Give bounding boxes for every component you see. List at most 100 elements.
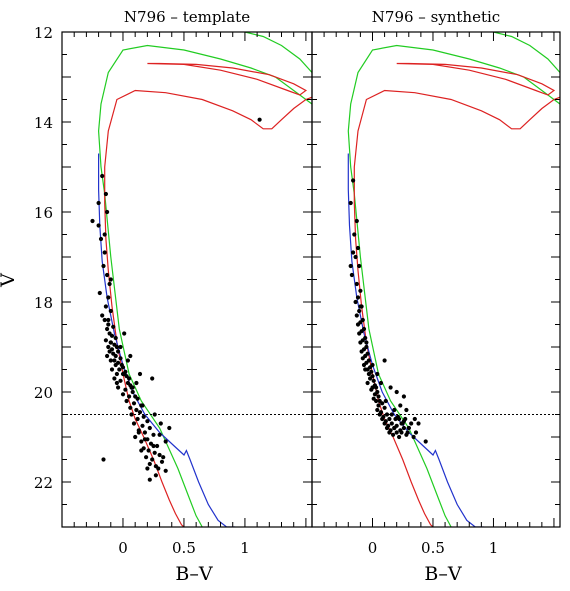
data-point xyxy=(103,191,108,197)
data-point xyxy=(102,317,107,323)
data-point xyxy=(404,407,409,413)
isochrone-line xyxy=(147,62,308,96)
y-tick-label: 16 xyxy=(34,204,53,222)
data-point xyxy=(130,389,135,395)
data-point xyxy=(109,367,115,372)
data-point xyxy=(103,304,108,309)
data-point xyxy=(423,439,428,444)
isochrone-line xyxy=(347,153,484,527)
data-point xyxy=(358,340,363,345)
data-point xyxy=(394,389,399,395)
data-point xyxy=(96,223,101,228)
data-point xyxy=(159,459,165,464)
data-point xyxy=(365,380,370,386)
data-point xyxy=(128,353,133,359)
data-point xyxy=(147,461,152,467)
data-point xyxy=(139,448,144,453)
data-point xyxy=(374,398,379,404)
data-point xyxy=(409,421,414,426)
data-point xyxy=(96,200,101,206)
data-point xyxy=(136,430,141,435)
data-point xyxy=(369,387,374,392)
data-point xyxy=(397,434,402,440)
data-point xyxy=(355,322,361,327)
data-point xyxy=(348,200,353,206)
data-point xyxy=(406,425,411,431)
data-point xyxy=(167,425,172,431)
data-point xyxy=(118,378,123,383)
data-point xyxy=(353,299,358,305)
data-point xyxy=(377,412,382,417)
data-point xyxy=(387,416,392,422)
isochrone-line xyxy=(353,202,434,527)
data-point xyxy=(351,178,356,183)
star-points xyxy=(348,178,428,444)
data-point xyxy=(348,263,353,269)
isochrone-line xyxy=(353,89,560,203)
data-point xyxy=(133,434,138,440)
data-point xyxy=(146,448,151,453)
data-point xyxy=(412,416,417,422)
data-point xyxy=(131,401,137,406)
data-point xyxy=(416,421,421,426)
data-point xyxy=(349,272,354,278)
data-point xyxy=(388,385,393,390)
data-point xyxy=(371,378,376,383)
data-point xyxy=(137,371,143,377)
x-tick-label: 0 xyxy=(118,539,128,557)
data-point xyxy=(384,412,390,417)
data-point xyxy=(106,317,111,323)
data-point xyxy=(354,218,359,224)
data-point xyxy=(114,380,119,386)
data-point xyxy=(112,376,117,381)
data-point xyxy=(353,254,358,260)
data-point xyxy=(141,414,146,419)
y-tick-label: 18 xyxy=(34,294,53,312)
data-point xyxy=(102,250,107,255)
data-point xyxy=(114,371,119,377)
data-point xyxy=(117,367,122,372)
data-point xyxy=(139,439,144,444)
star-points xyxy=(90,117,262,482)
data-point xyxy=(359,349,364,354)
data-point xyxy=(398,403,403,408)
data-point xyxy=(125,358,130,363)
data-point xyxy=(163,468,168,473)
data-point xyxy=(157,452,162,458)
data-point xyxy=(394,430,399,435)
data-point xyxy=(375,371,380,377)
data-point xyxy=(352,232,357,237)
data-point xyxy=(140,423,145,428)
isochrone-line xyxy=(104,89,312,203)
data-point xyxy=(108,308,113,314)
isochrone-line xyxy=(97,44,312,150)
data-point xyxy=(357,263,362,269)
isochrones xyxy=(347,32,560,527)
x-axis-label: B–V xyxy=(175,563,212,585)
x-tick-label: 1 xyxy=(489,539,499,557)
data-point xyxy=(107,349,112,354)
data-point xyxy=(391,432,396,437)
data-point xyxy=(363,367,368,372)
data-point xyxy=(394,423,399,428)
data-point xyxy=(142,430,147,435)
data-point xyxy=(351,250,356,255)
isochrone-line xyxy=(347,44,560,150)
data-point xyxy=(411,434,416,440)
data-point xyxy=(107,281,112,287)
data-point xyxy=(145,419,150,424)
data-point xyxy=(384,425,390,431)
data-point xyxy=(355,245,361,251)
data-point xyxy=(380,416,385,422)
data-point xyxy=(401,394,406,399)
data-point xyxy=(120,365,126,370)
data-point xyxy=(392,407,397,413)
data-point xyxy=(97,290,102,296)
synthetic-panel: 0 0.5 1 N796 – synthetic B–V xyxy=(311,8,561,585)
data-point xyxy=(102,232,107,237)
data-point xyxy=(161,455,166,460)
data-point xyxy=(145,466,150,471)
data-point xyxy=(366,371,371,377)
data-point xyxy=(105,326,110,332)
data-point xyxy=(382,405,387,410)
